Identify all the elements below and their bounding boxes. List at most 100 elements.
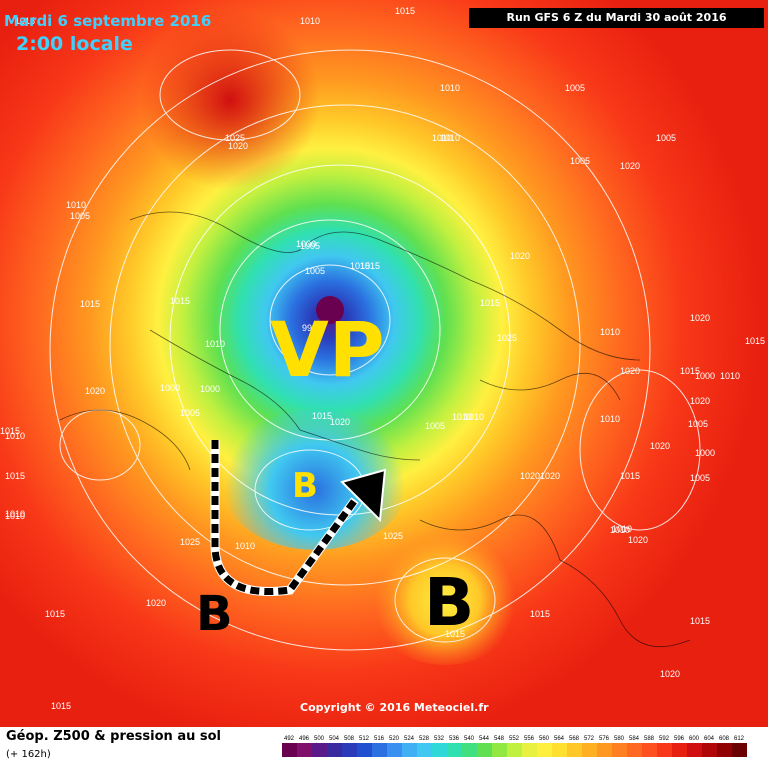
scale-tick-label: 592 (659, 736, 670, 742)
copyright: Copyright © 2016 Meteociel.fr (300, 701, 489, 714)
scale-swatch (282, 743, 297, 757)
scale-swatch (462, 743, 477, 757)
scale-swatch (657, 743, 672, 757)
pressure-label: 1020 (650, 441, 670, 451)
pressure-label: 1015 (15, 16, 35, 26)
pressure-label: 1020 (690, 396, 710, 406)
scale-swatch (537, 743, 552, 757)
trajectory-arrow (210, 440, 387, 596)
scale-swatch (732, 743, 747, 757)
pressure-label: 1020 (690, 313, 710, 323)
scale-tick-label: 536 (449, 736, 460, 742)
pressure-label: 1020 (146, 598, 166, 608)
pressure-label: 1010 (600, 327, 620, 337)
scale-swatch (477, 743, 492, 757)
pressure-label: 1010 (610, 525, 630, 535)
scale-swatch (447, 743, 462, 757)
low-b-bottom-label: B (424, 564, 475, 641)
pressure-label: 1020 (228, 141, 248, 151)
scale-swatch (492, 743, 507, 757)
scale-tick-label: 532 (434, 736, 445, 742)
scale-tick-label: 492 (284, 736, 295, 742)
pressure-label: 1025 (180, 537, 200, 547)
scale-tick-label: 500 (314, 736, 325, 742)
pressure-label: 1000 (200, 384, 220, 394)
scale-tick-label: 520 (389, 736, 400, 742)
pressure-label: 1010 (452, 412, 472, 422)
pressure-label: 1020 (628, 535, 648, 545)
model-run-label: Run GFS 6 Z du Mardi 30 août 2016 (469, 8, 764, 28)
pressure-label: 1015 (680, 366, 700, 376)
pressure-label: 1020 (620, 366, 640, 376)
pressure-label: 1005 (656, 133, 676, 143)
pressure-label: 1025 (225, 133, 245, 143)
arrowhead-icon (340, 468, 387, 523)
pressure-label: 1005 (565, 83, 585, 93)
scale-tick-label: 564 (554, 736, 565, 742)
scale-swatch (372, 743, 387, 757)
scale-tick-label: 544 (479, 736, 490, 742)
pressure-label: 1020 (540, 471, 560, 481)
scale-tick-label: 524 (404, 736, 415, 742)
pressure-label: 1015 (350, 261, 370, 271)
pressure-label: 1005 (70, 211, 90, 221)
scale-swatch (612, 743, 627, 757)
pressure-label: 1020 (85, 386, 105, 396)
scale-swatch (522, 743, 537, 757)
polar-vortex-core (316, 296, 344, 324)
coastlines (59, 211, 691, 647)
pressure-label: 1005 (425, 421, 445, 431)
scale-swatch (297, 743, 312, 757)
pressure-label: 1010 (5, 431, 25, 441)
pressure-label: 1010 (464, 412, 484, 422)
pressure-label: 1005 (688, 419, 708, 429)
pressure-label: 1000 (160, 383, 180, 393)
forecast-date: Mardi 6 septembre 2016 (4, 12, 212, 30)
pressure-label: 1015 (620, 471, 640, 481)
pressure-label: 1015 (745, 336, 765, 346)
pressure-label: 1005 (570, 156, 590, 166)
pressure-label: 1010 (440, 133, 460, 143)
pressure-label: 1015 (690, 616, 710, 626)
pressure-label: 1020 (330, 417, 350, 427)
scale-tick-label: 588 (644, 736, 655, 742)
pressure-label: 1020 (660, 669, 680, 679)
scale-tick-label: 540 (464, 736, 475, 742)
scale-swatch (432, 743, 447, 757)
pressure-label: 1025 (383, 531, 403, 541)
pressure-label: 1005 (180, 408, 200, 418)
scale-tick-label: 508 (344, 736, 355, 742)
scale-swatch (642, 743, 657, 757)
scale-swatch (597, 743, 612, 757)
pressure-label: 1015 (45, 609, 65, 619)
low-b-left-label: B (196, 586, 233, 642)
scale-swatch (402, 743, 417, 757)
vp-label: VP (270, 305, 385, 394)
scale-swatch (672, 743, 687, 757)
scale-tick-label: 580 (614, 736, 625, 742)
pressure-label: 1010 (205, 339, 225, 349)
scale-swatch (357, 743, 372, 757)
forecast-time: 2:00 locale (16, 33, 133, 55)
pressure-label: 1010 (66, 200, 86, 210)
scale-tick-label: 604 (704, 736, 715, 742)
pressure-label: 1020 (510, 251, 530, 261)
scale-swatch (312, 743, 327, 757)
low-b-bottom-area (365, 535, 525, 665)
pressure-label: 1015 (360, 261, 380, 271)
pressure-label: 1010 (440, 83, 460, 93)
pressure-label: 1010 (235, 541, 255, 551)
scale-tick-label: 612 (734, 736, 745, 742)
pressure-label: 1000 (695, 371, 715, 381)
scale-swatch (327, 743, 342, 757)
pressure-label: 1010 (432, 133, 452, 143)
pressure-label: 1015 (80, 299, 100, 309)
pressure-label: 1010 (600, 414, 620, 424)
scale-swatch (702, 743, 717, 757)
pressure-label: 1005 (300, 241, 320, 251)
scale-tick-label: 584 (629, 736, 640, 742)
pressure-label: 1025 (497, 333, 517, 343)
pressure-label: 1005 (305, 266, 325, 276)
